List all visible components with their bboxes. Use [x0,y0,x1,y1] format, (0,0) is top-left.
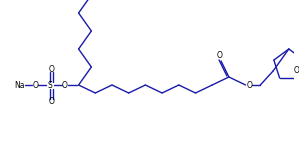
Text: O: O [48,64,54,74]
Text: O: O [294,66,299,75]
Text: O: O [62,81,68,90]
Text: Na: Na [14,81,24,90]
Text: O: O [247,81,252,90]
Text: O: O [48,98,54,107]
Text: O: O [216,51,222,60]
Text: O: O [32,81,38,90]
Text: S: S [48,81,53,90]
